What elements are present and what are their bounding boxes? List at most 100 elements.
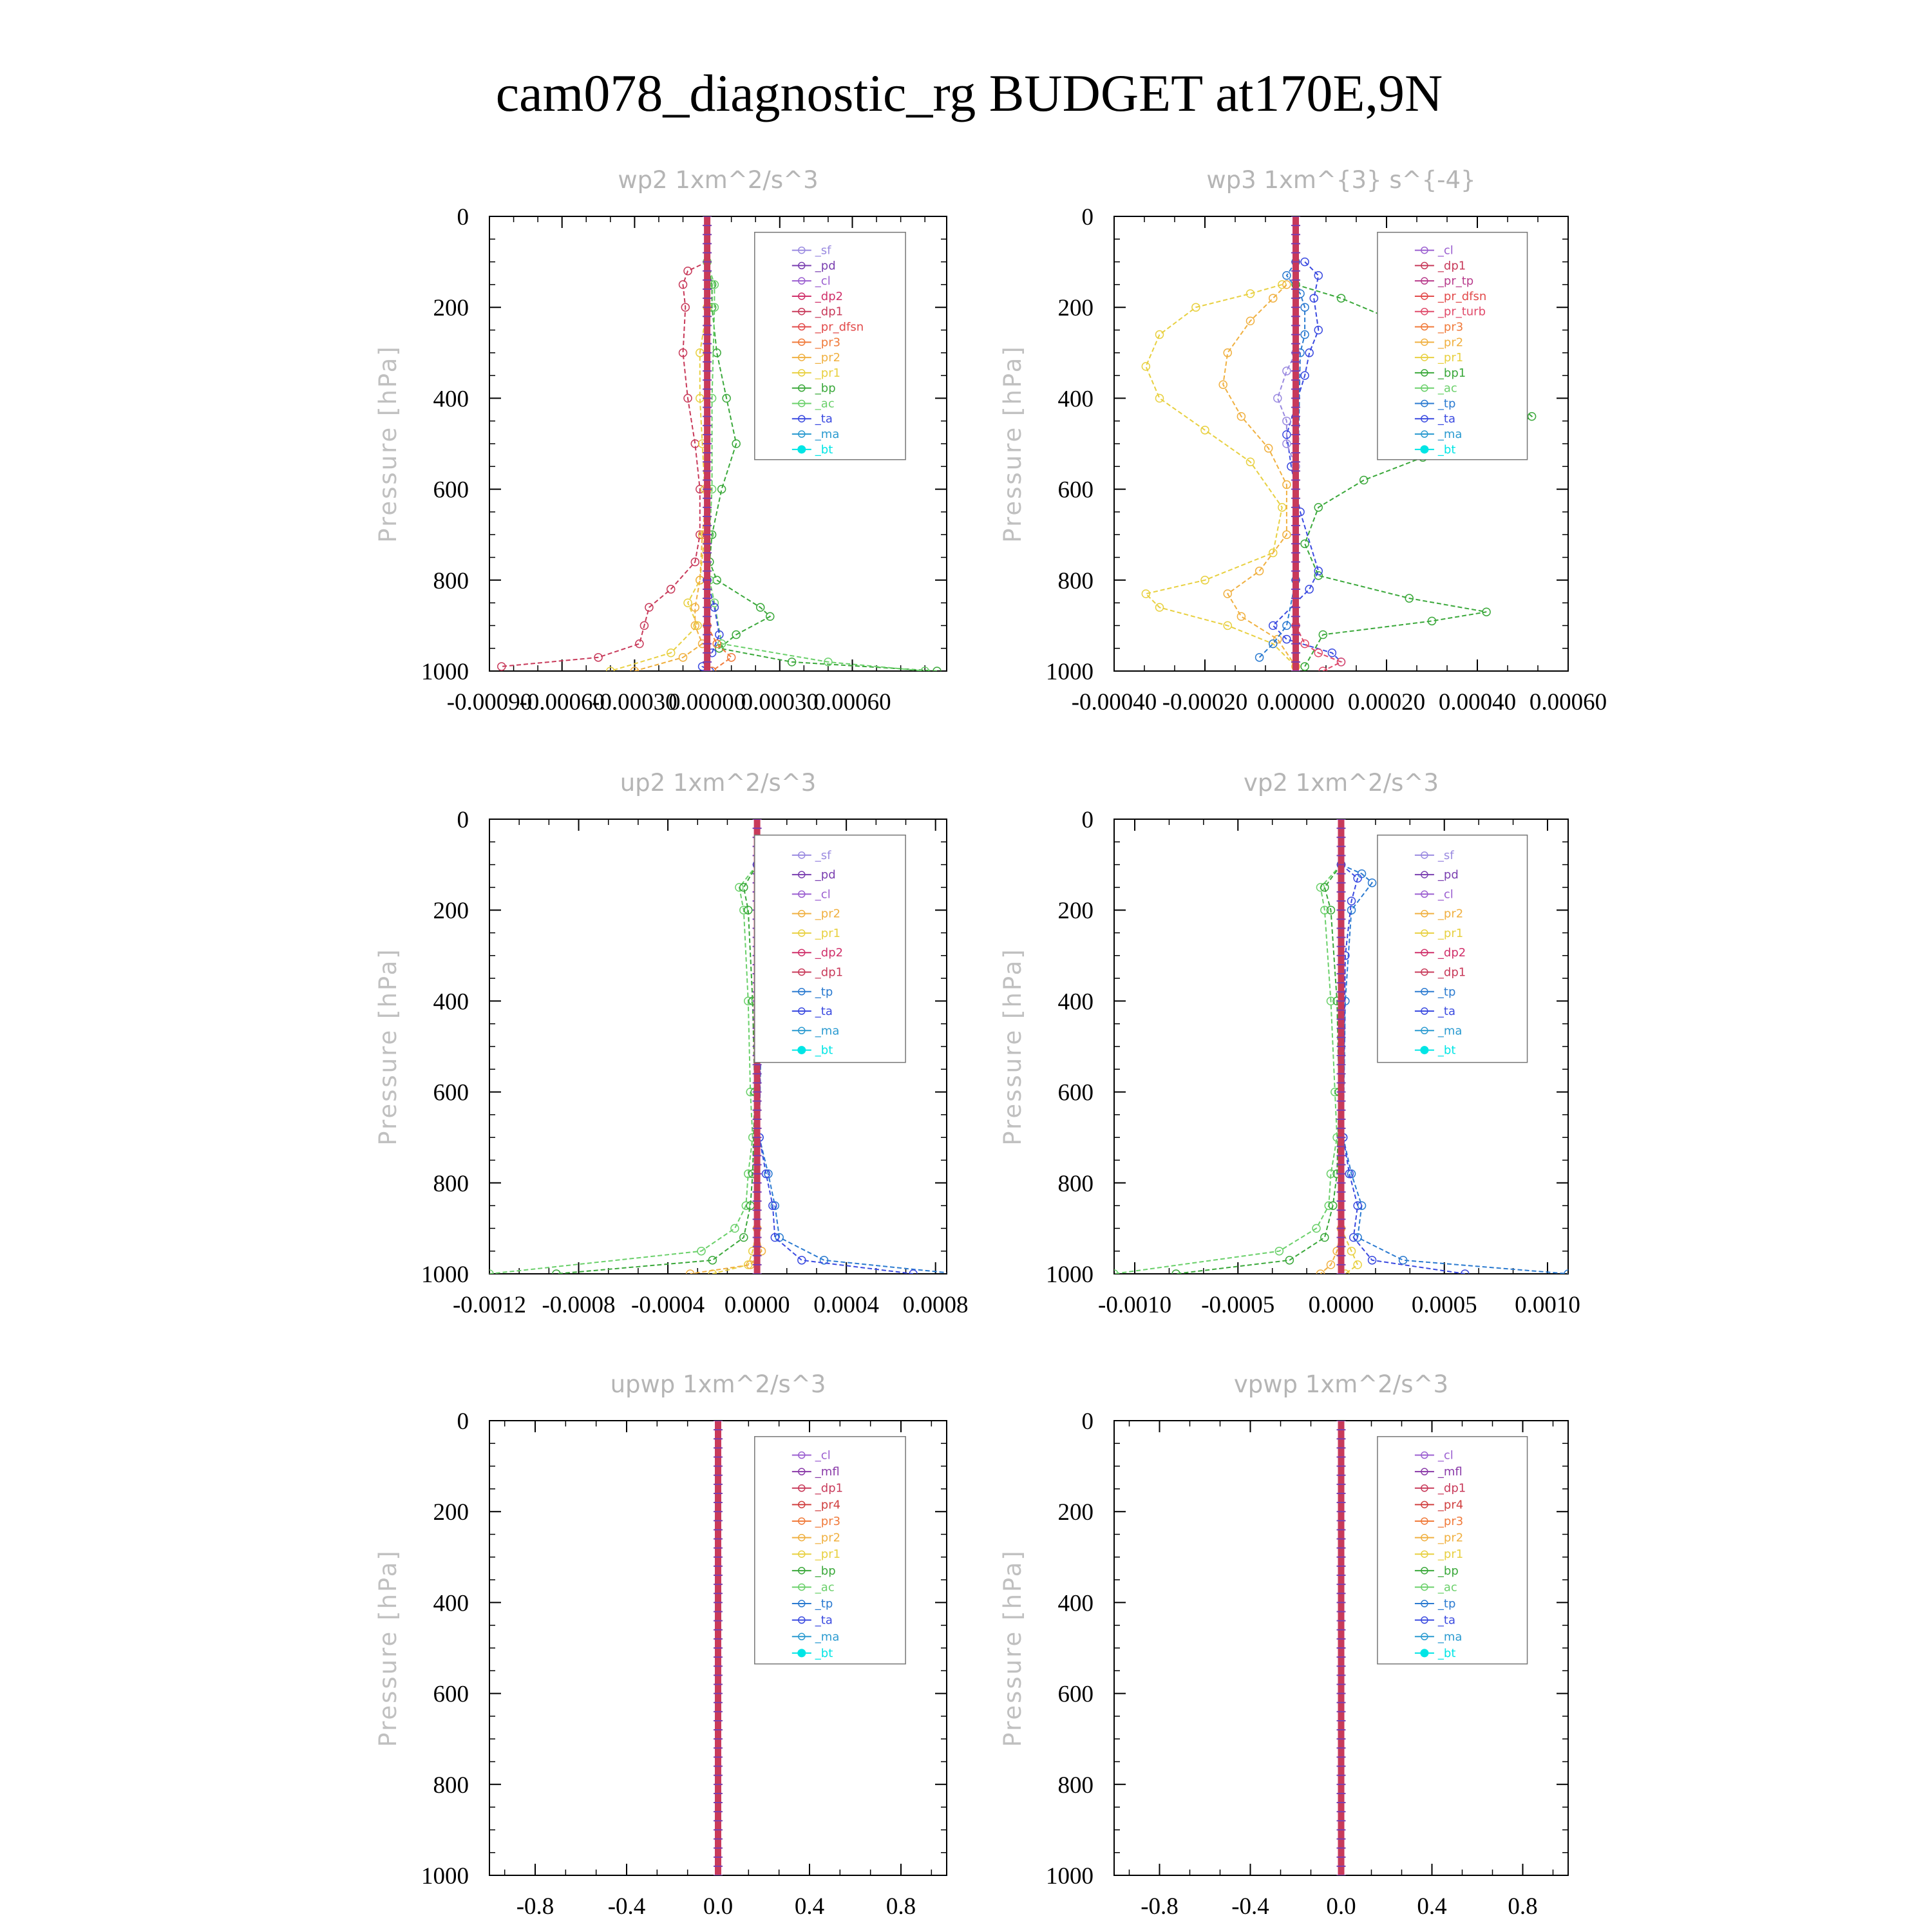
legend-entry: _ta xyxy=(815,412,833,426)
series-point_pr1 xyxy=(1155,603,1164,612)
series-point_ta xyxy=(1314,566,1323,576)
legend-entry: _cl xyxy=(1437,244,1454,258)
panel-title: wp2 1xm^2/s^3 xyxy=(618,166,818,194)
legend-marker xyxy=(798,1468,806,1475)
legend-marker xyxy=(1421,323,1428,331)
legend-entry: _pr1 xyxy=(1437,1548,1463,1561)
series-point_bp1 xyxy=(1318,630,1328,639)
chart-panel-5: -0.8 -0.4 0.0 0.4 0.8 0 200 400 600 800 1000 upwp 1… xyxy=(374,1370,947,1920)
x-tick-label: 0.8 xyxy=(1508,1893,1537,1920)
series-point_dp1 xyxy=(678,348,688,357)
legend-entry: _pr2 xyxy=(1437,907,1463,921)
legend-marker xyxy=(1421,1616,1428,1624)
series-point_dp1 xyxy=(635,639,644,649)
x-tick-label: 0.8 xyxy=(886,1893,916,1920)
x-tick-label: -0.8 xyxy=(1141,1893,1179,1920)
legend-marker xyxy=(1421,988,1428,996)
legend-entry: _bt xyxy=(1437,1044,1455,1057)
series-point_pr1 xyxy=(1200,576,1209,585)
x-tick-label: 0.0000 xyxy=(724,1292,790,1318)
legend-marker xyxy=(1421,384,1428,392)
series-point_bp xyxy=(933,667,942,671)
legend-marker xyxy=(1421,929,1428,937)
series-point_pr1 xyxy=(693,621,702,630)
x-tick-label: 0.0 xyxy=(1326,1893,1356,1920)
x-tick-label: 0.0000 xyxy=(1309,1292,1374,1318)
legend-marker xyxy=(1421,1567,1428,1575)
legend-entry: _dp2 xyxy=(815,290,843,303)
series-point_dp2 xyxy=(1320,1233,1329,1242)
series-point_bp xyxy=(722,393,731,403)
series-point_dp1 xyxy=(730,1224,739,1233)
series-point_ta xyxy=(1327,649,1337,658)
legend-marker xyxy=(798,890,806,898)
legend-marker xyxy=(798,430,806,438)
series-point_ta xyxy=(715,630,724,639)
y-axis-label: Pressure [hPa] xyxy=(374,947,402,1145)
legend-marker xyxy=(1421,1501,1428,1509)
legend-entry: _ma xyxy=(815,1024,840,1037)
series-point_bp1 xyxy=(1336,294,1346,303)
series-point_pr2 xyxy=(1223,348,1232,357)
series-point_tp xyxy=(1269,639,1278,649)
series-point_ta xyxy=(1314,271,1323,280)
legend-marker xyxy=(1421,949,1428,956)
legend-marker xyxy=(798,246,806,254)
series-point_bp xyxy=(755,603,765,612)
y-tick-label: 1000 xyxy=(1046,1262,1094,1288)
series-point_dp2 xyxy=(552,1269,561,1274)
legend-entry: _dp1 xyxy=(1437,965,1466,979)
series-point_cl xyxy=(1282,416,1291,426)
series-point_dp2 xyxy=(1285,1256,1294,1265)
series-point_pr1 xyxy=(1278,503,1287,512)
series-point_ta xyxy=(1269,621,1278,630)
series-line_ac xyxy=(706,261,925,671)
legend-marker xyxy=(1421,261,1428,270)
legend-entry: _pr4 xyxy=(1437,1498,1463,1511)
legend-entry: _cl xyxy=(815,887,831,901)
series-point_bp xyxy=(732,630,741,639)
legend-marker xyxy=(1421,890,1428,898)
series-point_dp2 xyxy=(1326,905,1336,914)
legend-marker xyxy=(798,323,806,331)
series-line_pr1 xyxy=(610,307,708,671)
legend-marker xyxy=(798,369,806,377)
legend-marker xyxy=(798,1517,806,1525)
y-tick-label: 800 xyxy=(1058,568,1094,594)
legend-marker xyxy=(1421,246,1428,254)
series-point_pr2 xyxy=(1236,412,1246,421)
series-point_ta xyxy=(1314,325,1323,335)
series-point_ta xyxy=(761,1169,771,1179)
x-tick-label: -0.0012 xyxy=(453,1292,526,1318)
legend-entry: _pr1 xyxy=(1437,927,1463,940)
y-tick-label: 0 xyxy=(457,807,469,833)
legend-entry: _tp xyxy=(1437,1597,1455,1611)
legend-marker xyxy=(798,1550,806,1558)
series-point_dp1 xyxy=(1326,1169,1336,1179)
x-tick-label: -0.00090 xyxy=(447,689,533,715)
series-point_pr1 xyxy=(606,667,615,671)
series-point_dp1 xyxy=(1318,667,1328,671)
series-point_dp2 xyxy=(1171,1269,1180,1274)
legend-marker xyxy=(1421,1027,1428,1035)
legend-entry: _mfl xyxy=(1437,1465,1463,1479)
legend-entry: _bt xyxy=(1437,443,1455,457)
legend-box xyxy=(1377,834,1528,1063)
series-point_dp1 xyxy=(678,280,688,289)
x-tick-label: -0.0005 xyxy=(1201,1292,1274,1318)
series-point_pr1 xyxy=(683,598,692,607)
x-tick-label: 0.00000 xyxy=(1257,689,1334,715)
series-point_ta xyxy=(1300,371,1309,380)
y-tick-label: 600 xyxy=(433,1681,469,1708)
legend-marker xyxy=(1421,1007,1428,1015)
series-point_pr1 xyxy=(1347,1246,1356,1256)
x-tick-label: 0.00020 xyxy=(1348,689,1425,715)
legend-marker xyxy=(798,354,806,361)
legend-entry: _dp2 xyxy=(1437,946,1466,960)
legend-marker xyxy=(798,1484,806,1492)
series-point_bp1 xyxy=(1405,594,1414,603)
series-point_ta xyxy=(768,1201,777,1210)
legend-marker xyxy=(798,1583,806,1591)
legend-marker xyxy=(1421,430,1428,438)
y-tick-label: 400 xyxy=(1058,989,1094,1015)
